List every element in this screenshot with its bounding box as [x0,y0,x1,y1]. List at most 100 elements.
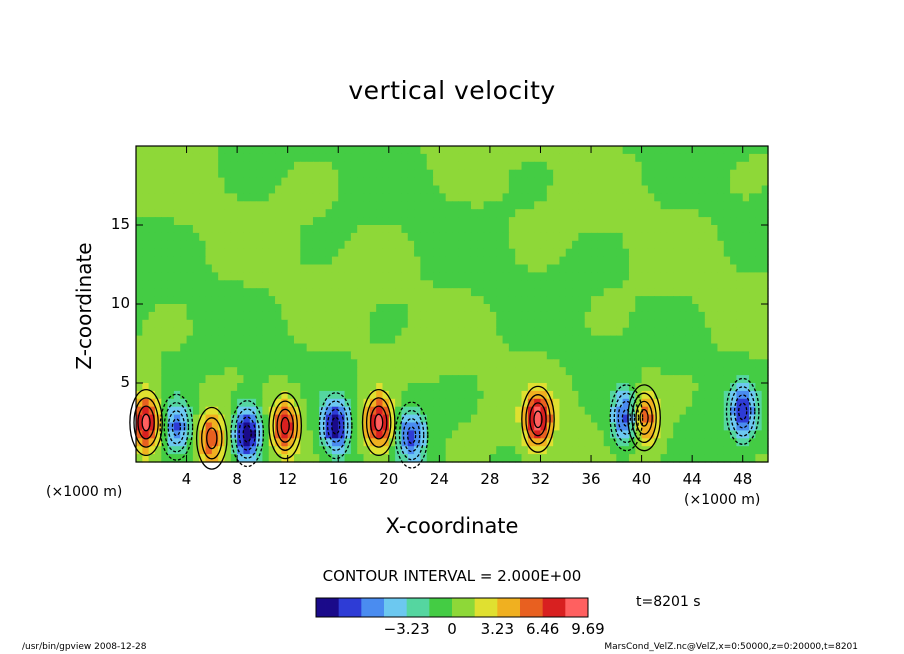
field-cell [312,383,320,392]
field-cell [173,248,181,258]
field-cell [755,161,763,171]
field-cell [395,185,403,194]
field-cell [628,169,636,179]
field-cell [591,296,598,305]
field-cell [534,311,542,321]
field-cell [180,438,188,447]
field-cell [357,454,365,463]
field-cell [597,390,605,400]
field-cell [401,406,409,416]
field-cell [230,454,238,463]
field-cell [148,422,156,431]
field-cell [666,248,674,258]
field-cell [673,327,681,337]
field-cell [597,296,605,305]
field-cell [610,280,617,289]
field-cell [736,240,744,250]
field-cell [161,311,169,321]
field-cell [401,264,409,273]
field-cell [142,406,150,416]
field-cell [679,367,687,376]
field-cell [717,319,725,329]
field-cell [401,359,409,368]
field-cell [477,454,485,463]
field-cell [508,280,516,289]
field-cell [692,225,700,234]
field-cell [237,406,245,416]
field-cell [730,327,737,337]
field-cell [723,209,731,218]
field-cell [224,256,232,266]
field-cell [205,422,213,431]
field-cell [578,390,586,400]
field-cell [597,256,605,266]
field-cell [546,327,554,337]
downdraft-contour [159,393,194,461]
field-cell [186,311,194,321]
field-cell [489,414,497,424]
downdraft-contour [609,384,644,452]
field-cell [736,414,744,424]
field-cell [584,217,592,226]
field-cell [445,327,453,337]
field-cell [350,343,358,352]
downdraft-contour [398,409,425,461]
field-cell [508,383,516,392]
field-cell [660,225,668,234]
field-cell [287,193,295,202]
x-unit-label-right: (×1000 m) [684,492,761,508]
field-cell [173,304,181,313]
field-cell [224,264,232,273]
field-cell [300,146,308,155]
field-cell [534,288,542,297]
field-cell [572,422,579,431]
field-cell [464,446,472,455]
field-cell [616,454,624,463]
field-cell [192,343,200,352]
field-cell [616,351,624,360]
field-cell [243,304,251,313]
field-cell [685,201,693,210]
field-cell [736,398,744,408]
field-cell [641,319,649,329]
field-cell [344,335,352,345]
field-cell [268,359,276,368]
field-cell [180,280,188,289]
field-cell [382,319,390,329]
field-cell [312,232,320,242]
field-cell [717,240,725,250]
field-cell [173,280,181,289]
field-cell [306,454,314,463]
field-cell [628,256,636,266]
field-cell [331,240,339,250]
field-cell [243,193,251,202]
field-cell [711,422,719,431]
field-cell [660,256,668,266]
field-cell [452,454,459,463]
field-cell [192,153,200,163]
field-cell [553,217,561,226]
field-cell [616,319,624,329]
field-cell [205,264,213,273]
field-cell [243,398,251,408]
field-cell [679,209,687,218]
field-cell [622,296,630,305]
field-cell [357,177,365,187]
field-cell [616,248,624,258]
field-cell [148,217,156,226]
field-cell [527,272,535,281]
field-cell [647,390,655,400]
field-cell [445,264,453,273]
field-cell [717,146,725,155]
field-cell [559,153,567,163]
field-cell [761,232,769,242]
field-cell [167,367,175,376]
field-cell [211,288,219,297]
field-cell [584,201,592,210]
field-cell [565,201,573,210]
field-cell [736,311,744,321]
field-cell [584,232,592,242]
field-cell [192,454,200,463]
field-cell [761,438,769,447]
field-cell [376,454,384,463]
